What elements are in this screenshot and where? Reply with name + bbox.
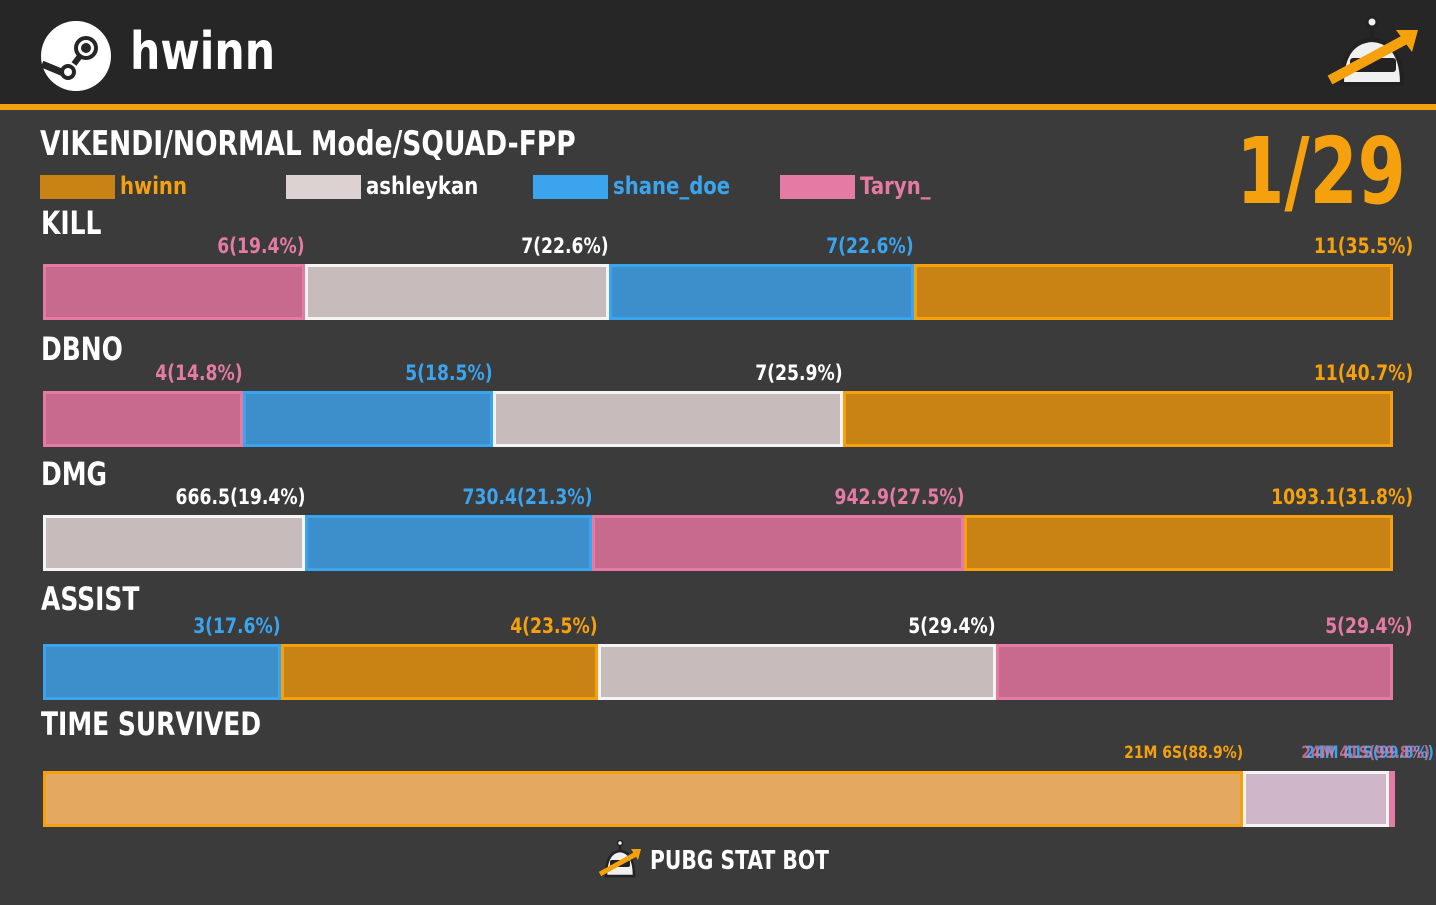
bar-segment-hwinn	[964, 515, 1393, 571]
legend-swatch	[40, 175, 115, 199]
bar-value-label: 730.4(21.3%)	[462, 485, 592, 509]
bar-segment-taryn	[1389, 771, 1395, 827]
bar-segment-taryn	[996, 644, 1393, 700]
legend-label: Taryn_	[860, 172, 931, 200]
stat-bar-dbno	[43, 391, 1393, 447]
bar-value-label: 7(22.6%)	[826, 234, 914, 258]
match-mode-title: VIKENDI/NORMAL Mode/SQUAD-FPP	[40, 124, 576, 164]
bar-segment-ashleykan	[598, 644, 996, 700]
bar-value-label: 11(40.7%)	[1313, 361, 1413, 385]
bar-value-label: 942.9(27.5%)	[834, 485, 964, 509]
bar-value-label: 6(19.4%)	[217, 234, 305, 258]
bar-value-label: 21M 6S(88.9%)	[1124, 743, 1243, 763]
stat-bar-kill	[43, 264, 1393, 320]
bar-value-label: 5(29.4%)	[908, 614, 996, 638]
legend-label: ashleykan	[366, 172, 479, 200]
bar-value-label: 4(23.5%)	[510, 614, 598, 638]
time-survived-overlap-label: 24M 41S(99.8%)	[1305, 743, 1434, 763]
steam-logo-icon	[40, 21, 111, 91]
header-accent-line	[0, 104, 1436, 110]
bar-value-label: 7(22.6%)	[521, 234, 609, 258]
section-title-time-survived: TIME SURVIVED	[41, 705, 262, 743]
bar-segment-shane_doe	[43, 644, 281, 700]
bar-value-label: 5(18.5%)	[405, 361, 493, 385]
time-survived-overlap-label: 24M 41S(99.8%)	[1301, 743, 1430, 763]
bar-segment-taryn	[592, 515, 964, 571]
stat-bar-time-survived	[43, 771, 1395, 827]
footer-branding: PUBG STAT BOT	[598, 840, 829, 884]
player-name: hwinn	[130, 22, 276, 82]
bar-segment-shane_doe	[305, 515, 592, 571]
bar-segment-shane_doe	[609, 264, 914, 320]
bar-segment-taryn	[43, 264, 305, 320]
bar-segment-hwinn	[843, 391, 1393, 447]
bar-segment-ashleykan	[1243, 771, 1389, 827]
pubg-stat-bot-robot-icon	[598, 840, 641, 878]
bar-segment-taryn	[43, 391, 243, 447]
bar-segment-hwinn	[43, 771, 1243, 827]
bar-value-label: 4(14.8%)	[155, 361, 243, 385]
bar-segment-hwinn	[914, 264, 1393, 320]
stat-bar-assist	[43, 644, 1393, 700]
bar-value-label: 5(29.4%)	[1325, 614, 1413, 638]
legend-swatch	[286, 175, 361, 199]
footer-text: PUBG STAT BOT	[650, 846, 829, 876]
bar-segment-shane_doe	[243, 391, 493, 447]
legend-swatch	[533, 175, 608, 199]
legend-label: shane_doe	[613, 172, 731, 200]
section-title-kill: KILL	[41, 204, 102, 242]
bar-value-label: 666.5(19.4%)	[175, 485, 305, 509]
bar-segment-ashleykan	[493, 391, 843, 447]
section-title-dbno: DBNO	[41, 330, 123, 368]
stat-bar-dmg	[43, 515, 1393, 571]
pubg-stat-bot-robot-icon	[1327, 15, 1418, 86]
bar-value-label: 1093.1(31.8%)	[1271, 485, 1413, 509]
match-rank: 1/29	[1236, 118, 1406, 225]
legend-swatch	[780, 175, 855, 199]
bar-value-label: 7(25.9%)	[755, 361, 843, 385]
bar-segment-hwinn	[281, 644, 598, 700]
bar-value-label: 3(17.6%)	[193, 614, 281, 638]
bar-value-label: 11(35.5%)	[1313, 234, 1413, 258]
bar-segment-ashleykan	[305, 264, 609, 320]
section-title-dmg: DMG	[41, 455, 108, 493]
header-bar: hwinn	[0, 0, 1436, 104]
section-title-assist: ASSIST	[41, 580, 140, 618]
bar-segment-ashleykan	[43, 515, 305, 571]
legend-label: hwinn	[120, 172, 187, 200]
